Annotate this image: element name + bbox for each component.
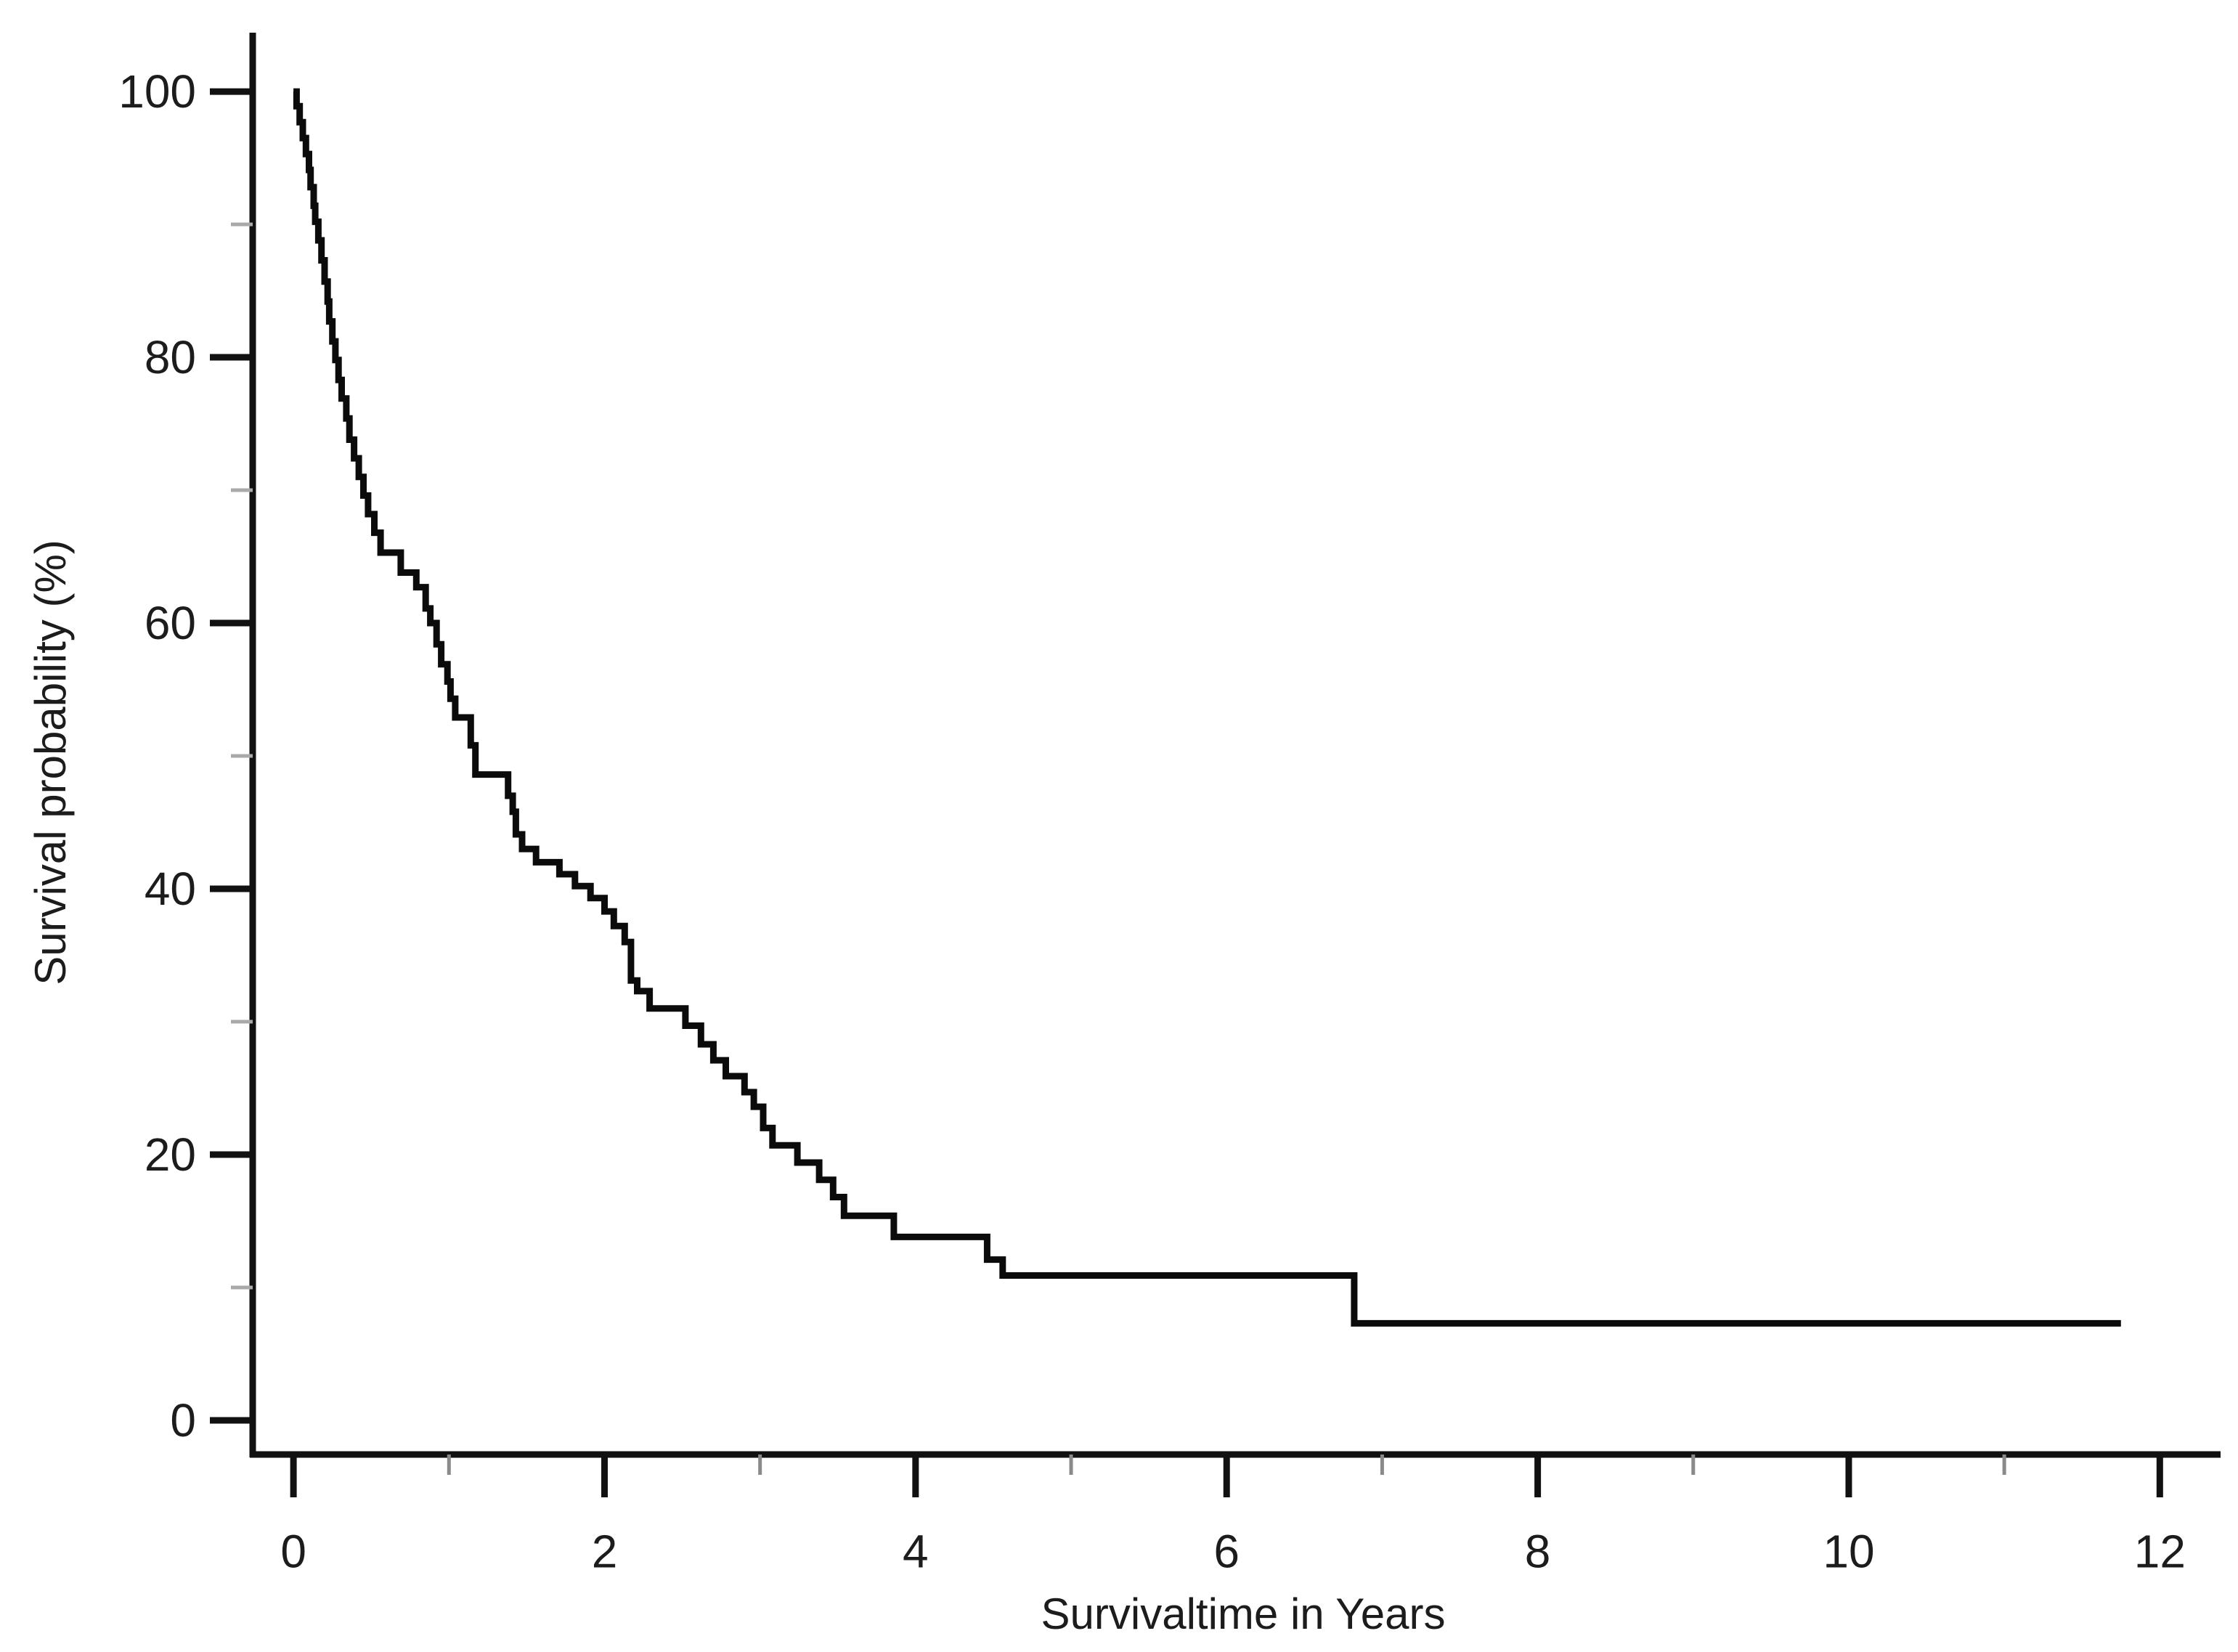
x-tick-labels: 0 2 4 6 8 10 12 — [280, 1525, 2186, 1577]
x-tick-label-12: 12 — [2134, 1525, 2186, 1577]
y-tick-label-100: 100 — [118, 65, 196, 118]
x-tick-label-2: 2 — [592, 1525, 618, 1577]
y-tick-label-0: 0 — [170, 1394, 196, 1446]
x-minor-ticks — [447, 1454, 2006, 1475]
y-tick-label-20: 20 — [145, 1128, 196, 1181]
y-axis-title: Survival probability (%) — [26, 540, 75, 985]
x-axis-title: Survivaltime in Years — [1041, 1590, 1446, 1638]
y-major-ticks — [210, 88, 253, 1424]
x-tick-label-0: 0 — [280, 1525, 306, 1577]
y-tick-labels: 0 20 40 60 80 100 — [118, 65, 196, 1446]
y-tick-label-60: 60 — [145, 597, 196, 649]
x-tick-label-10: 10 — [1823, 1525, 1874, 1577]
y-minor-ticks — [231, 222, 253, 1290]
x-tick-label-4: 4 — [903, 1525, 929, 1577]
x-tick-label-8: 8 — [1525, 1525, 1551, 1577]
survival-step-curve — [293, 88, 2121, 1327]
x-tick-label-6: 6 — [1213, 1525, 1240, 1577]
y-tick-label-80: 80 — [145, 331, 196, 383]
y-tick-label-40: 40 — [145, 863, 196, 915]
x-major-ticks — [290, 1454, 2163, 1497]
